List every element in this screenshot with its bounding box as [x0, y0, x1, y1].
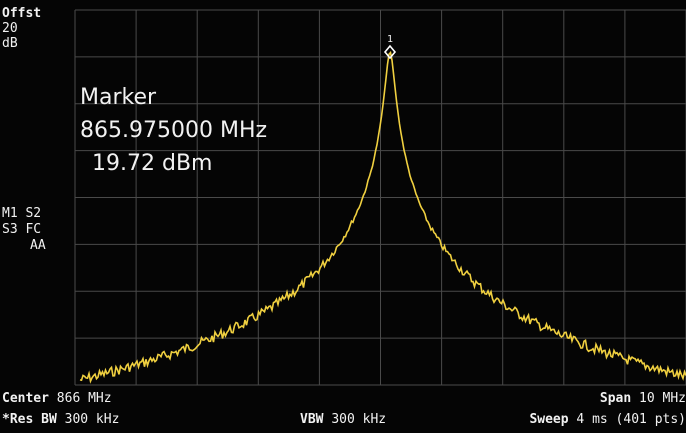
marker-title: Marker [80, 85, 157, 110]
page: 1 Offst 20 dB M1 S2 S3 FC AA Marker 865.… [0, 0, 686, 433]
marker-number: 1 [387, 34, 393, 45]
vbw-label: VBW [300, 412, 324, 427]
span-value: 10 MHz [639, 391, 686, 406]
vbw-value: 300 kHz [331, 412, 386, 427]
offset-unit: dB [2, 36, 18, 51]
sweep-setting: Sweep 4 ms (401 pts) [529, 412, 686, 427]
span-label: Span [600, 391, 631, 406]
status: AA [30, 238, 46, 253]
center-value: 866 MHz [57, 391, 112, 406]
rbw-label: *Res BW [2, 412, 57, 427]
sweep-value: 4 ms (401 pts) [576, 412, 686, 427]
center-setting: Center 866 MHz [2, 391, 112, 406]
background [0, 0, 686, 433]
rbw-setting: *Res BW 300 kHz [2, 412, 119, 427]
center-label: Center [2, 391, 49, 406]
status: M1 S2 [2, 206, 41, 221]
analyzer-screen: 1 Offst 20 dB M1 S2 S3 FC AA Marker 865.… [0, 0, 686, 433]
span-setting: Span 10 MHz [600, 391, 686, 406]
offset-value: 20 [2, 21, 18, 36]
marker-frequency: 865.975000 MHz [80, 118, 267, 143]
marker-amplitude: 19.72 dBm [92, 151, 212, 176]
vbw-setting: VBW 300 kHz [300, 412, 386, 427]
sweep-label: Sweep [529, 412, 568, 427]
rbw-value: 300 kHz [65, 412, 120, 427]
status: S3 FC [2, 222, 41, 237]
offset-label: Offst [2, 6, 41, 21]
